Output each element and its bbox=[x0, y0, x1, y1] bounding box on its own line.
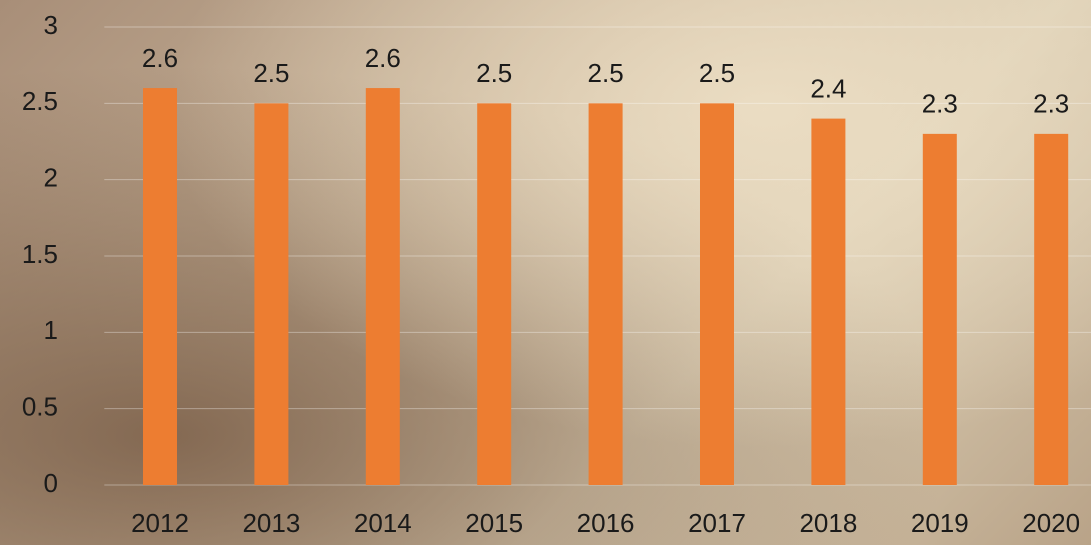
bar bbox=[477, 103, 512, 485]
data-label: 2.6 bbox=[142, 43, 178, 73]
bar bbox=[143, 88, 177, 486]
x-tick-label: 2019 bbox=[911, 508, 969, 538]
x-tick-label: 2016 bbox=[577, 508, 635, 538]
y-tick-label: 2 bbox=[44, 163, 58, 193]
bar bbox=[811, 118, 846, 485]
x-tick-label: 2020 bbox=[1022, 508, 1080, 538]
bar bbox=[588, 103, 623, 485]
x-tick-label: 2014 bbox=[354, 508, 412, 538]
bar bbox=[700, 103, 734, 485]
y-tick-label: 1.5 bbox=[22, 239, 58, 269]
y-tick-label: 2.5 bbox=[22, 86, 58, 116]
bar bbox=[1034, 133, 1069, 485]
data-label: 2.5 bbox=[699, 58, 735, 88]
x-tick-label: 2017 bbox=[688, 508, 746, 538]
y-tick-label: 3 bbox=[44, 10, 58, 40]
data-label: 2.5 bbox=[253, 58, 289, 88]
y-tick-label: 0.5 bbox=[22, 392, 58, 422]
data-label: 2.3 bbox=[922, 89, 958, 119]
bar bbox=[365, 88, 400, 486]
x-tick-label: 2012 bbox=[131, 508, 189, 538]
data-label: 2.3 bbox=[1033, 89, 1069, 119]
y-tick-label: 0 bbox=[44, 468, 58, 498]
data-label: 2.4 bbox=[810, 73, 846, 103]
bar bbox=[254, 103, 289, 485]
data-label: 2.5 bbox=[588, 58, 624, 88]
x-tick-label: 2018 bbox=[799, 508, 857, 538]
data-label: 2.6 bbox=[365, 43, 401, 73]
data-label: 2.5 bbox=[476, 58, 512, 88]
bar bbox=[922, 133, 957, 485]
x-tick-label: 2013 bbox=[242, 508, 300, 538]
x-tick-label: 2015 bbox=[465, 508, 523, 538]
y-tick-label: 1 bbox=[44, 315, 58, 345]
